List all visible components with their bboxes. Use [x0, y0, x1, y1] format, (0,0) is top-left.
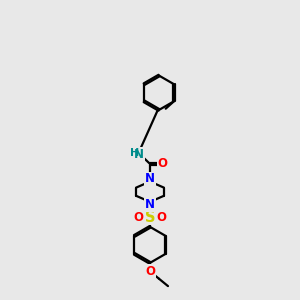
Text: O: O [157, 211, 166, 224]
Text: O: O [157, 158, 167, 170]
Text: N: N [145, 198, 155, 211]
Text: H: H [130, 148, 140, 158]
Text: S: S [145, 210, 155, 225]
Text: O: O [134, 211, 143, 224]
Text: O: O [145, 265, 155, 278]
Text: N: N [134, 148, 144, 160]
Text: N: N [145, 172, 155, 185]
